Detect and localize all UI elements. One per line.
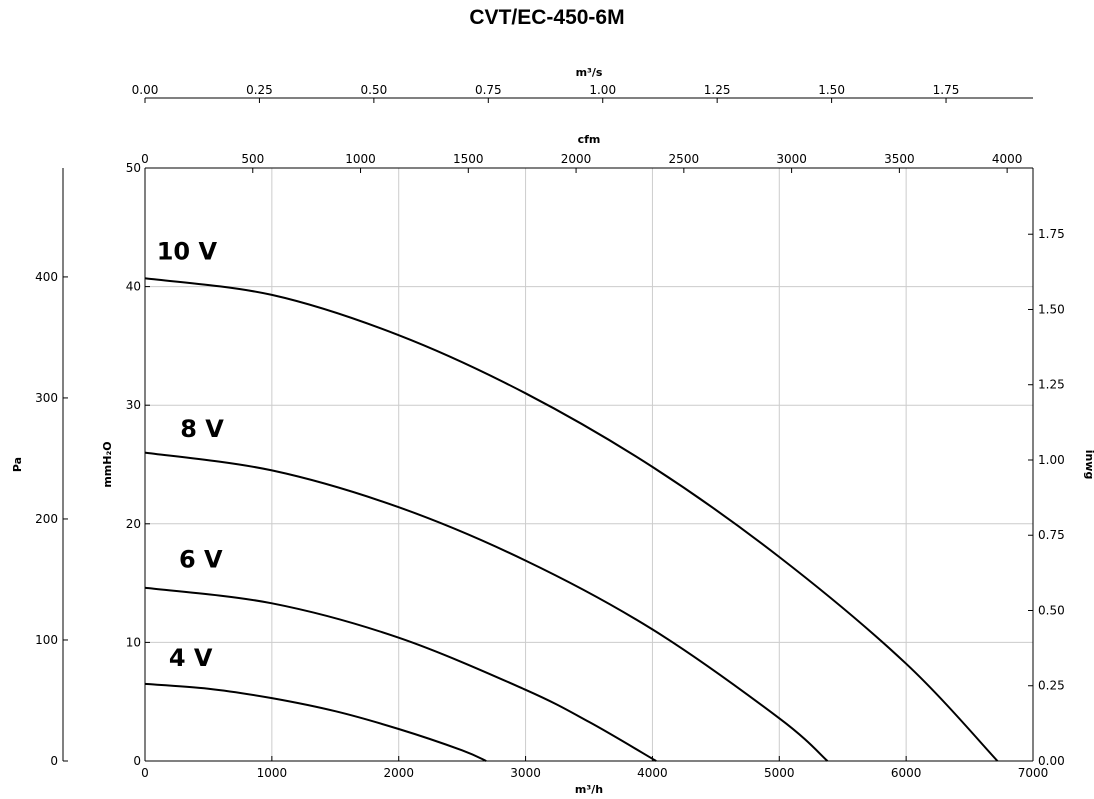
mmh2o-axis-label: mmH₂O xyxy=(101,441,114,487)
curve-6v xyxy=(144,586,657,762)
pa-axis-label: Pa xyxy=(11,457,24,472)
mmh2o-tick-label: 30 xyxy=(126,398,141,412)
inwg-tick-label: 1.75 xyxy=(1038,227,1065,241)
cfm-axis-label: cfm xyxy=(578,133,601,146)
x-tick-label: 2000 xyxy=(383,766,414,780)
m3s-tick-label: 1.00 xyxy=(589,83,616,97)
inwg-tick-label: 0.50 xyxy=(1038,603,1065,617)
cfm-tick-label: 2500 xyxy=(669,152,700,166)
curves xyxy=(144,277,999,762)
pa-tick-label: 0 xyxy=(50,754,58,768)
cfm-tick-label: 1500 xyxy=(453,152,484,166)
axes xyxy=(62,97,1034,762)
cfm-tick-label: 1000 xyxy=(345,152,376,166)
cfm-tick-label: 2000 xyxy=(561,152,592,166)
x-axis-label: m³/h xyxy=(575,783,603,796)
cfm-tick-label: 500 xyxy=(241,152,264,166)
inwg-tick-label: 0.75 xyxy=(1038,528,1065,542)
cfm-tick-label: 0 xyxy=(141,152,149,166)
m3s-tick-label: 1.25 xyxy=(704,83,731,97)
labels: 10 V 8 V 6 V 4 V xyxy=(157,237,225,672)
mmh2o-tick-label: 0 xyxy=(133,754,141,768)
curve-8v xyxy=(144,451,829,762)
series-label-8v: 8 V xyxy=(180,415,224,443)
m3s-tick-label: 1.75 xyxy=(933,83,960,97)
inwg-tick-label: 0.25 xyxy=(1038,679,1065,693)
x-tick-label: 7000 xyxy=(1018,766,1049,780)
curve-4v xyxy=(144,682,487,762)
x-tick-label: 3000 xyxy=(510,766,541,780)
m3s-tick-label: 0.50 xyxy=(361,83,388,97)
m3s-tick-label: 0.75 xyxy=(475,83,502,97)
inwg-tick-label: 1.50 xyxy=(1038,302,1065,316)
series-label-6v: 6 V xyxy=(179,546,223,574)
pa-tick-label: 300 xyxy=(35,391,58,405)
series-label-10v: 10 V xyxy=(157,237,218,265)
x-tick-label: 0 xyxy=(141,766,149,780)
pa-tick-label: 200 xyxy=(35,512,58,526)
x-tick-label: 6000 xyxy=(891,766,922,780)
m3s-tick-label: 1.50 xyxy=(818,83,845,97)
cfm-tick-label: 3000 xyxy=(776,152,807,166)
m3s-axis-label: m³/s xyxy=(576,66,603,79)
mmh2o-tick-label: 20 xyxy=(126,517,141,531)
inwg-tick-label: 1.25 xyxy=(1038,378,1065,392)
m3s-tick-label: 0.00 xyxy=(132,83,159,97)
x-tick-label: 1000 xyxy=(257,766,288,780)
inwg-tick-label: 1.00 xyxy=(1038,453,1065,467)
chart-title: CVT/EC-450-6M xyxy=(469,6,625,29)
m3s-tick-label: 0.25 xyxy=(246,83,273,97)
pa-tick-label: 100 xyxy=(35,633,58,647)
inwg-tick-label: 0.00 xyxy=(1038,754,1065,768)
series-label-4v: 4 V xyxy=(169,644,213,672)
cfm-tick-label: 3500 xyxy=(884,152,915,166)
mmh2o-tick-label: 50 xyxy=(126,161,141,175)
pa-tick-label: 400 xyxy=(35,270,58,284)
x-tick-label: 4000 xyxy=(637,766,668,780)
inwg-axis-label: inwg xyxy=(1083,450,1094,480)
cfm-tick-label: 4000 xyxy=(992,152,1023,166)
x-tick-label: 5000 xyxy=(764,766,795,780)
mmh2o-tick-label: 10 xyxy=(126,635,141,649)
curve-10v xyxy=(144,277,999,762)
grid xyxy=(145,168,1033,761)
mmh2o-tick-label: 40 xyxy=(126,280,141,294)
